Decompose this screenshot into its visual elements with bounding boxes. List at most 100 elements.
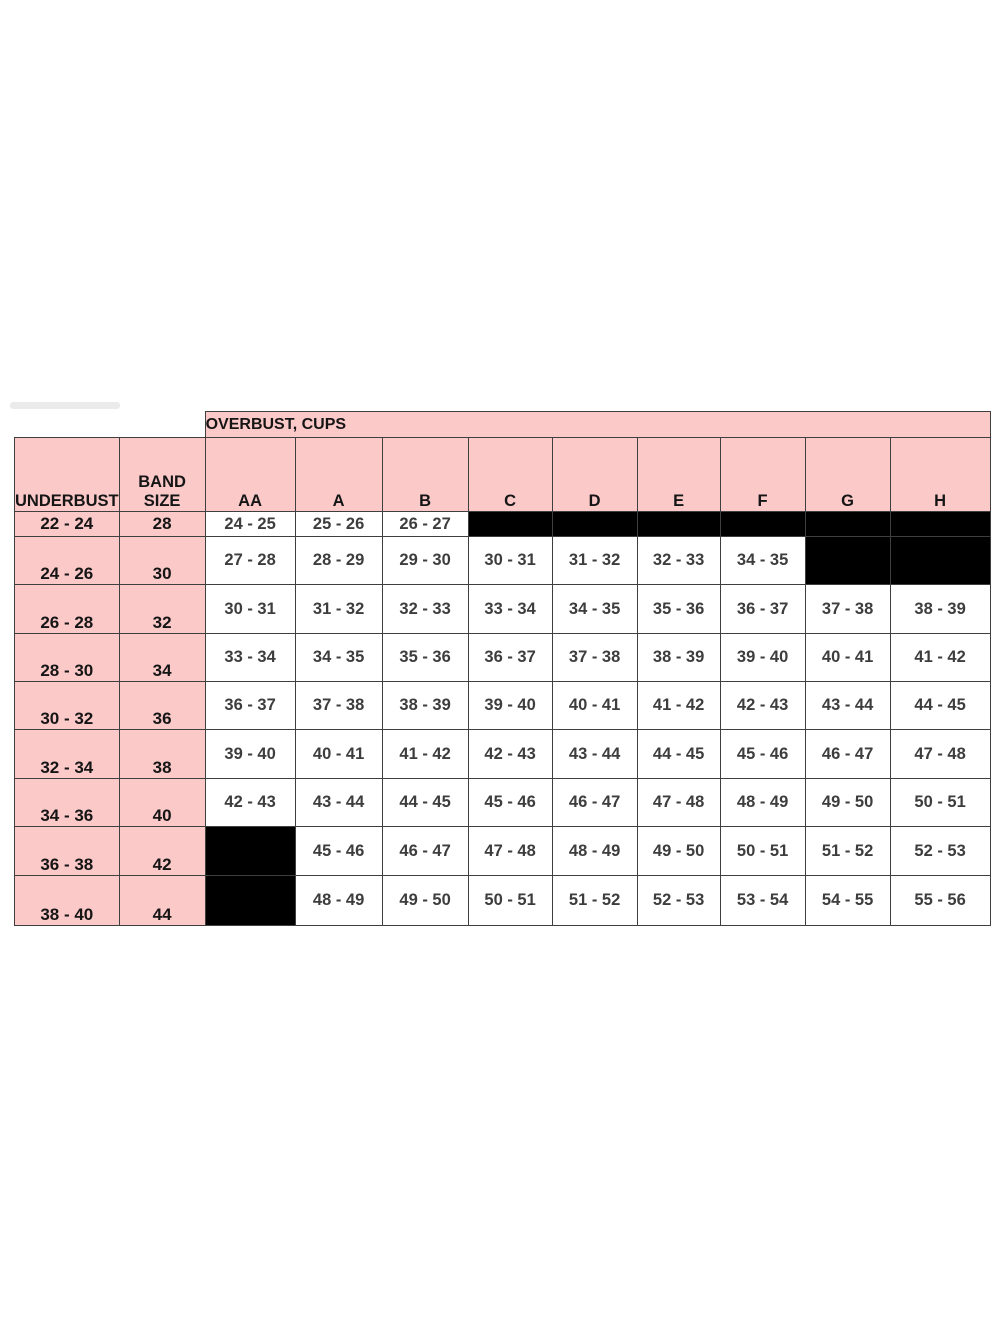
band-size-cell: 40 bbox=[118, 778, 206, 827]
band-size-cell: 32 bbox=[118, 584, 206, 634]
table-row: 24 - 26 30 27 - 28 28 - 29 29 - 30 30 - 31 31 … bbox=[14, 536, 991, 585]
band-size-cell: 36 bbox=[118, 681, 206, 730]
cup-range-cell: 27 - 28 bbox=[204, 536, 296, 585]
blacked-out-cell bbox=[204, 875, 296, 926]
cup-range-cell: 32 - 33 bbox=[636, 536, 721, 585]
cup-range-cell: 38 - 39 bbox=[889, 584, 991, 634]
cup-range-cell: 50 - 51 bbox=[719, 826, 806, 876]
cup-range-cell: 31 - 32 bbox=[294, 584, 383, 634]
column-header-h: H bbox=[889, 437, 991, 512]
cup-range-cell: 55 - 56 bbox=[889, 875, 991, 926]
cup-range-cell: 42 - 43 bbox=[467, 729, 553, 779]
blacked-out-cell bbox=[551, 511, 638, 537]
cup-range-cell: 34 - 35 bbox=[551, 584, 638, 634]
column-header-band-size: BAND SIZE bbox=[118, 437, 206, 512]
cup-range-cell: 49 - 50 bbox=[804, 778, 891, 827]
cup-range-cell: 48 - 49 bbox=[294, 875, 383, 926]
cup-range-cell: 34 - 35 bbox=[719, 536, 806, 585]
column-header-d: D bbox=[551, 437, 638, 512]
overbust-cups-title: OVERBUST, CUPS bbox=[204, 411, 991, 438]
cup-range-cell: 49 - 50 bbox=[636, 826, 721, 876]
cup-range-cell: 30 - 31 bbox=[204, 584, 296, 634]
blacked-out-cell bbox=[889, 536, 991, 585]
cup-range-cell: 42 - 43 bbox=[204, 778, 296, 827]
cup-range-cell: 41 - 42 bbox=[381, 729, 469, 779]
cup-range-cell: 30 - 31 bbox=[467, 536, 553, 585]
band-size-cell: 42 bbox=[118, 826, 206, 876]
cup-range-cell: 52 - 53 bbox=[889, 826, 991, 876]
cup-range-cell: 43 - 44 bbox=[804, 681, 891, 730]
cup-range-cell: 26 - 27 bbox=[381, 511, 469, 537]
cup-range-cell: 51 - 52 bbox=[551, 875, 638, 926]
cup-range-cell: 46 - 47 bbox=[381, 826, 469, 876]
cup-range-cell: 36 - 37 bbox=[719, 584, 806, 634]
bra-size-chart-table: OVERBUST, CUPS UNDERBUST BAND SIZE AA A B C D E… bbox=[14, 411, 991, 926]
cup-range-cell: 47 - 48 bbox=[889, 729, 991, 779]
underbust-range-cell: 28 - 30 bbox=[14, 633, 120, 682]
cup-range-cell: 40 - 41 bbox=[551, 681, 638, 730]
underbust-range-cell: 24 - 26 bbox=[14, 536, 120, 585]
cup-range-cell: 42 - 43 bbox=[719, 681, 806, 730]
cup-range-cell: 28 - 29 bbox=[294, 536, 383, 585]
column-header-underbust: UNDERBUST bbox=[14, 437, 120, 512]
cup-range-cell: 45 - 46 bbox=[294, 826, 383, 876]
blacked-out-cell bbox=[804, 511, 891, 537]
band-size-cell: 38 bbox=[118, 729, 206, 779]
cup-range-cell: 45 - 46 bbox=[467, 778, 553, 827]
cup-range-cell: 48 - 49 bbox=[719, 778, 806, 827]
cup-range-cell: 29 - 30 bbox=[381, 536, 469, 585]
cup-range-cell: 48 - 49 bbox=[551, 826, 638, 876]
band-size-cell: 44 bbox=[118, 875, 206, 926]
table-row: 30 - 32 36 36 - 37 37 - 38 38 - 39 39 - 40 40 … bbox=[14, 681, 991, 730]
column-header-row: UNDERBUST BAND SIZE AA A B C D E F G H bbox=[14, 437, 991, 512]
cup-range-cell: 31 - 32 bbox=[551, 536, 638, 585]
cup-range-cell: 36 - 37 bbox=[204, 681, 296, 730]
column-header-b: B bbox=[381, 437, 469, 512]
cup-range-cell: 53 - 54 bbox=[719, 875, 806, 926]
column-header-e: E bbox=[636, 437, 721, 512]
cup-range-cell: 41 - 42 bbox=[636, 681, 721, 730]
cup-range-cell: 38 - 39 bbox=[381, 681, 469, 730]
cup-range-cell: 47 - 48 bbox=[636, 778, 721, 827]
table-row: 22 - 24 28 24 - 25 25 - 26 26 - 27 bbox=[14, 511, 991, 537]
cup-range-cell: 45 - 46 bbox=[719, 729, 806, 779]
underbust-range-cell: 22 - 24 bbox=[14, 511, 120, 537]
blacked-out-cell bbox=[636, 511, 721, 537]
blacked-out-cell bbox=[204, 826, 296, 876]
blacked-out-cell bbox=[804, 536, 891, 585]
blacked-out-cell bbox=[467, 511, 553, 537]
table-row: 28 - 30 34 33 - 34 34 - 35 35 - 36 36 - 37 37 … bbox=[14, 633, 991, 682]
cup-range-cell: 37 - 38 bbox=[551, 633, 638, 682]
blacked-out-cell bbox=[889, 511, 991, 537]
cup-range-cell: 25 - 26 bbox=[294, 511, 383, 537]
cup-range-cell: 49 - 50 bbox=[381, 875, 469, 926]
cup-range-cell: 37 - 38 bbox=[804, 584, 891, 634]
table-row: 36 - 38 42 45 - 46 46 - 47 47 - 48 48 - 49 49 … bbox=[14, 826, 991, 876]
cup-range-cell: 52 - 53 bbox=[636, 875, 721, 926]
cup-range-cell: 46 - 47 bbox=[804, 729, 891, 779]
cup-range-cell: 37 - 38 bbox=[294, 681, 383, 730]
underbust-range-cell: 32 - 34 bbox=[14, 729, 120, 779]
cup-range-cell: 43 - 44 bbox=[294, 778, 383, 827]
cup-range-cell: 35 - 36 bbox=[381, 633, 469, 682]
column-header-c: C bbox=[467, 437, 553, 512]
cup-range-cell: 50 - 51 bbox=[889, 778, 991, 827]
table-row: 34 - 36 40 42 - 43 43 - 44 44 - 45 45 - 46 46 … bbox=[14, 778, 991, 827]
cup-range-cell: 43 - 44 bbox=[551, 729, 638, 779]
band-size-cell: 30 bbox=[118, 536, 206, 585]
cup-range-cell: 46 - 47 bbox=[551, 778, 638, 827]
underbust-range-cell: 38 - 40 bbox=[14, 875, 120, 926]
cup-range-cell: 50 - 51 bbox=[467, 875, 553, 926]
cup-range-cell: 24 - 25 bbox=[204, 511, 296, 537]
overbust-title-row: OVERBUST, CUPS bbox=[14, 411, 991, 438]
underbust-range-cell: 36 - 38 bbox=[14, 826, 120, 876]
blacked-out-cell bbox=[719, 511, 806, 537]
cup-range-cell: 32 - 33 bbox=[381, 584, 469, 634]
cup-range-cell: 34 - 35 bbox=[294, 633, 383, 682]
cup-range-cell: 51 - 52 bbox=[804, 826, 891, 876]
band-size-cell: 28 bbox=[118, 511, 206, 537]
cup-range-cell: 41 - 42 bbox=[889, 633, 991, 682]
column-header-aa: AA bbox=[204, 437, 296, 512]
table-row: 38 - 40 44 48 - 49 49 - 50 50 - 51 51 - 52 52 … bbox=[14, 875, 991, 926]
cup-range-cell: 44 - 45 bbox=[889, 681, 991, 730]
